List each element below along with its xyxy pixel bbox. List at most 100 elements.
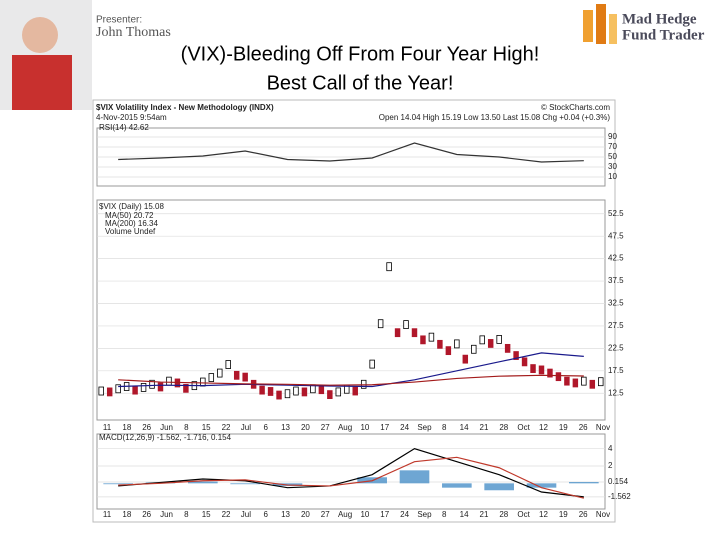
panel xyxy=(96,199,606,421)
x-tick-label: 13 xyxy=(281,423,290,432)
x-tick-label: Nov xyxy=(596,510,610,519)
candle xyxy=(513,351,519,360)
candle xyxy=(166,376,172,386)
candle xyxy=(504,343,511,353)
x-tick-label: Aug xyxy=(338,510,352,519)
x-tick-label: Oct xyxy=(517,423,530,432)
candle xyxy=(598,377,604,387)
x-tick-label: Sep xyxy=(417,510,432,519)
x-tick-label: 22 xyxy=(222,423,231,432)
candle xyxy=(496,335,502,344)
y-tick-label: 4 xyxy=(608,444,613,453)
rsi-line xyxy=(118,142,584,163)
x-tick-label: 10 xyxy=(360,510,369,519)
candle xyxy=(267,387,274,396)
x-tick-label: 26 xyxy=(142,510,151,519)
x-tick-label: 27 xyxy=(321,510,330,519)
x-tick-label: 18 xyxy=(122,423,131,432)
x-tick-label: Jun xyxy=(160,510,173,519)
candle xyxy=(471,344,477,354)
macd-histogram xyxy=(103,483,133,485)
candle xyxy=(462,354,469,364)
slide-title: Best Call of the Year! xyxy=(267,72,454,94)
x-tick-label: 6 xyxy=(263,510,268,519)
candle xyxy=(386,262,392,272)
chart-quote: Open 14.04 High 15.19 Low 13.50 Last 15.… xyxy=(379,113,611,122)
y-tick-label: 27.5 xyxy=(608,321,624,330)
candle xyxy=(538,365,545,375)
chart-frame xyxy=(92,99,616,523)
x-tick-label: 8 xyxy=(442,510,447,519)
candle xyxy=(411,328,418,338)
candle xyxy=(581,376,587,386)
signal-line xyxy=(118,456,584,499)
x-tick-label: Sep xyxy=(417,423,432,432)
candle xyxy=(242,372,248,382)
x-tick-label: 13 xyxy=(281,510,290,519)
y-tick-label: 42.5 xyxy=(608,254,624,263)
x-tick-label: 12 xyxy=(539,423,548,432)
y-tick-label: -1.562 xyxy=(608,492,631,501)
candle xyxy=(225,360,231,369)
candle xyxy=(115,384,121,394)
photo-face xyxy=(22,17,58,53)
x-tick-label: 15 xyxy=(202,423,211,432)
candle xyxy=(208,373,215,382)
x-tick-label: 20 xyxy=(301,510,310,519)
candle xyxy=(335,387,342,397)
candle xyxy=(479,335,485,345)
candle xyxy=(564,376,570,386)
macd-histogram xyxy=(442,483,472,488)
logo-bar xyxy=(583,10,593,42)
x-tick-label: 26 xyxy=(579,510,588,519)
photo-body xyxy=(12,55,72,110)
candle xyxy=(403,320,409,329)
x-tick-label: 17 xyxy=(380,423,389,432)
y-tick-label: 50 xyxy=(608,152,617,161)
ma-line xyxy=(118,374,584,386)
candle xyxy=(521,357,528,367)
x-tick-label: 6 xyxy=(263,423,268,432)
candle xyxy=(572,378,579,388)
logo-bar xyxy=(596,4,606,44)
candle xyxy=(530,364,536,373)
candle xyxy=(217,368,223,378)
x-tick-label: 12 xyxy=(539,510,548,519)
y-tick-label: 70 xyxy=(608,142,617,151)
macd-histogram xyxy=(484,483,514,491)
x-tick-label: 15 xyxy=(202,510,211,519)
macd-line xyxy=(118,448,584,498)
x-tick-label: Aug xyxy=(338,423,352,432)
candle xyxy=(454,339,460,349)
x-tick-label: 27 xyxy=(321,423,330,432)
candle xyxy=(98,386,104,396)
candle xyxy=(233,370,240,380)
x-tick-label: 14 xyxy=(460,510,469,519)
presenter-name: John Thomas xyxy=(96,25,171,40)
panel xyxy=(96,433,606,510)
candle xyxy=(445,346,452,356)
candle xyxy=(132,385,138,395)
slide-title: (VIX)-Bleeding Off From Four Year High! xyxy=(181,43,540,65)
candle xyxy=(352,386,358,396)
candle xyxy=(327,390,333,400)
candle xyxy=(276,390,282,400)
logo-text: Fund Trader xyxy=(622,27,705,43)
x-tick-label: 11 xyxy=(103,423,112,432)
y-tick-label: 10 xyxy=(608,172,617,181)
x-tick-label: 19 xyxy=(559,423,568,432)
y-tick-label: 90 xyxy=(608,132,617,141)
chart-timestamp: 4-Nov-2015 9:54am xyxy=(96,113,167,122)
macd-histogram xyxy=(399,470,430,484)
candle xyxy=(149,379,155,389)
candle xyxy=(293,386,299,396)
macd-histogram xyxy=(526,483,557,488)
candle xyxy=(437,339,443,349)
candle xyxy=(369,359,375,369)
macd-histogram xyxy=(188,481,218,484)
candle xyxy=(318,385,325,395)
x-tick-label: 8 xyxy=(184,510,189,519)
candle xyxy=(547,368,553,378)
x-tick-label: Nov xyxy=(596,423,610,432)
y-tick-label: 2 xyxy=(608,461,613,470)
